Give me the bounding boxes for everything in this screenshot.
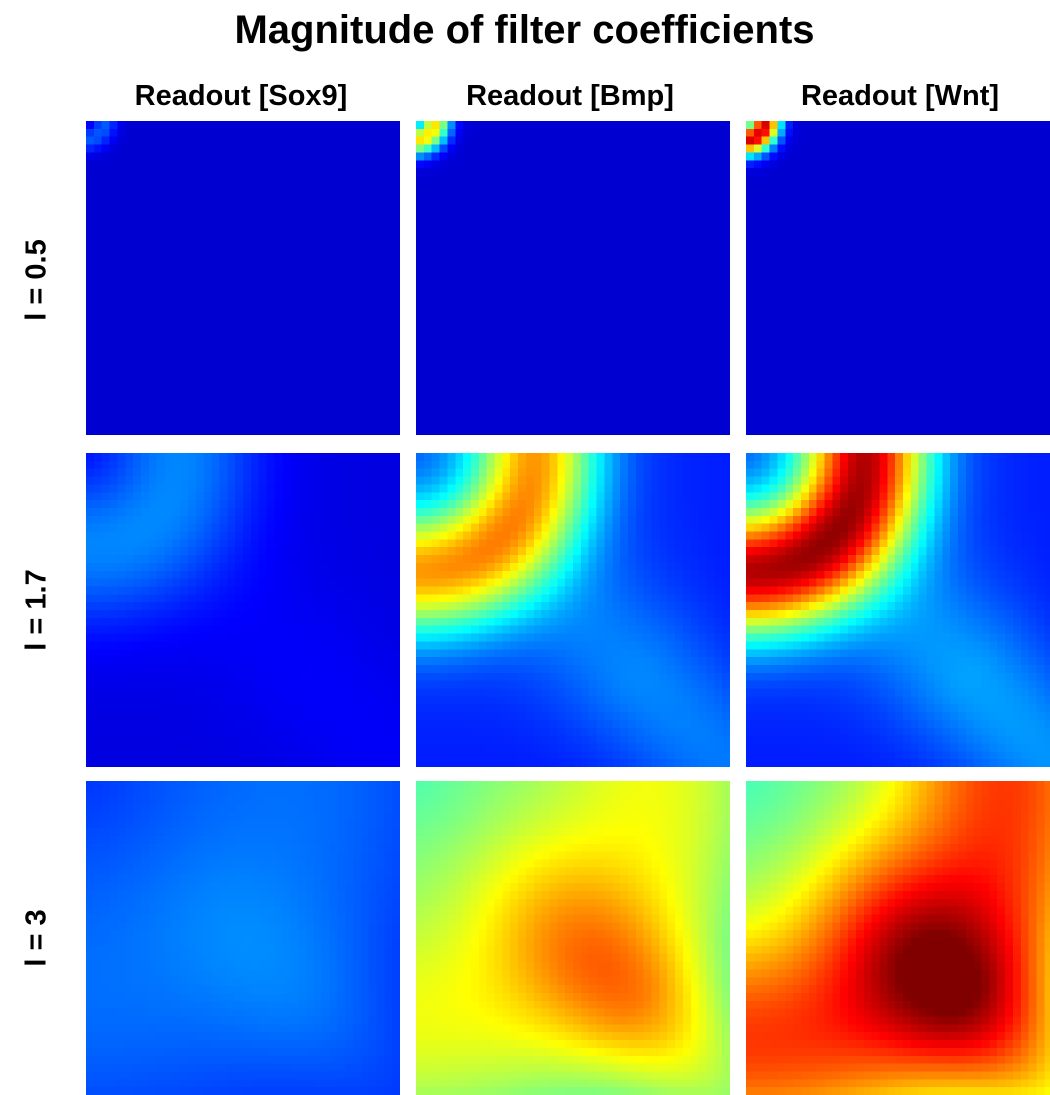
heatmap-panel-bmp-l-3 — [416, 781, 730, 1095]
column-label-wnt: Readout [Wnt] — [800, 80, 1000, 112]
heatmap-panel-sox9-l-1-7 — [86, 453, 400, 767]
column-label-sox9: Readout [Sox9] — [134, 80, 348, 112]
heatmap-panel-wnt-l-0-5 — [746, 121, 1050, 435]
heatmap-panel-sox9-l-0-5 — [86, 121, 400, 435]
heatmap-panel-bmp-l-1-7 — [416, 453, 730, 767]
heatmap-panel-bmp-l-0-5 — [416, 121, 730, 435]
heatmap-panel-wnt-l-3 — [746, 781, 1050, 1095]
column-label-bmp: Readout [Bmp] — [466, 80, 674, 112]
chart-title: Magnitude of filter coefficients — [234, 8, 815, 52]
heatmap-panel-wnt-l-1-7 — [746, 453, 1050, 767]
heatmap-panel-sox9-l-3 — [86, 781, 400, 1095]
